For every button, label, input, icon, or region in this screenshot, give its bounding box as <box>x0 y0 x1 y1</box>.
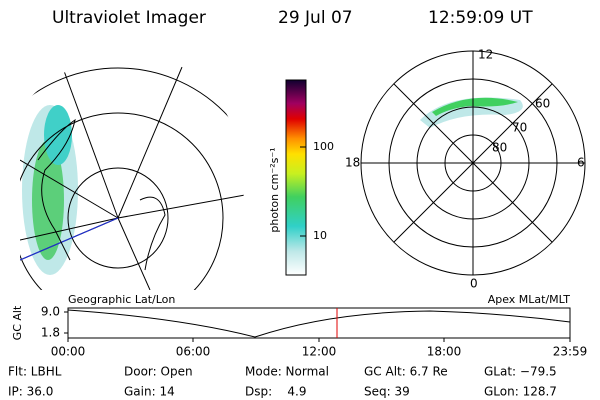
aurora-band <box>32 140 64 260</box>
aurora-band <box>432 97 518 116</box>
coastline <box>37 118 166 271</box>
colorbar-label: photon cm⁻²s⁻¹ <box>268 147 281 232</box>
altitude-tick-label: 9.0 <box>41 305 60 319</box>
mlat-label: 60 <box>535 97 550 111</box>
date: 29 Jul 07 <box>278 8 353 28</box>
status-field: Flt: LBHL <box>8 365 62 379</box>
status-field: Seq: 39 <box>364 385 410 399</box>
time-tick-label: 23:59 <box>553 345 588 359</box>
altitude-ticks <box>64 311 571 342</box>
colorbar-tick-label: 10 <box>313 229 327 242</box>
lat-circle <box>67 167 169 269</box>
map-label: Geographic Lat/Lon <box>68 293 175 306</box>
time-tick-label: 06:00 <box>176 345 211 359</box>
lat-circle <box>20 112 224 290</box>
altitude-axis-label: GC Alt <box>11 305 24 340</box>
altitude-tick-label: 1.8 <box>41 326 60 340</box>
status-field: GLat: −79.5 <box>484 365 557 379</box>
time: 12:59:09 UT <box>428 8 533 28</box>
mlt-label: 0 <box>470 277 478 291</box>
mlt-label: 6 <box>577 156 585 170</box>
status-field: Mode: Normal <box>245 365 329 379</box>
mlt-label: 12 <box>478 48 493 62</box>
polar-label: Apex MLat/MLT <box>488 293 571 306</box>
time-tick-label: 18:00 <box>427 345 462 359</box>
geographic-map <box>20 55 245 290</box>
time-tick-label: 00:00 <box>51 345 86 359</box>
polar-plot <box>360 50 586 276</box>
colorbar-tick-label: 100 <box>313 140 334 153</box>
altitude-box <box>67 307 571 339</box>
status-field: GC Alt: 6.7 Re <box>364 365 448 379</box>
status-field: Dsp: 4.9 <box>245 385 307 399</box>
sun-line <box>20 217 119 261</box>
time-tick-label: 12:00 <box>302 345 337 359</box>
status-field: Door: Open <box>124 365 193 379</box>
mlt-label: 18 <box>345 156 360 170</box>
altitude-curve <box>67 309 571 338</box>
status-field: GLon: 128.7 <box>484 385 557 399</box>
title: Ultraviolet Imager <box>52 8 206 28</box>
mlat-label: 70 <box>512 121 527 135</box>
mlt-spokes <box>361 51 585 275</box>
mlat-label: 80 <box>492 141 507 155</box>
colorbar <box>285 79 307 276</box>
lat-circle <box>20 67 245 290</box>
status-field: IP: 36.0 <box>8 385 53 399</box>
status-field: Gain: 14 <box>124 385 175 399</box>
